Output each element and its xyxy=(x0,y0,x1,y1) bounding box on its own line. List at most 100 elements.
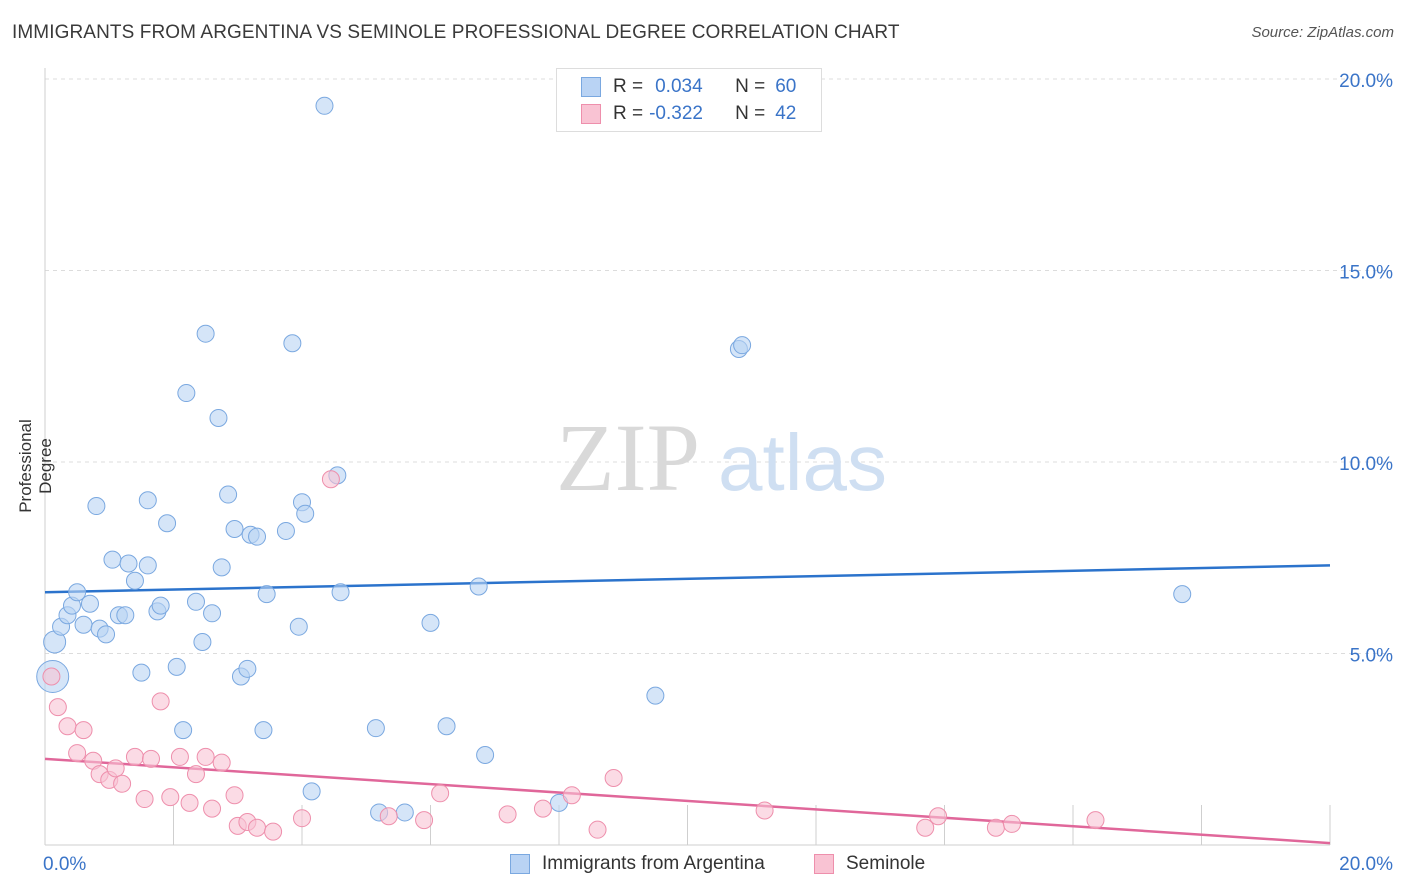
point-seminole xyxy=(135,790,154,809)
legend-swatch-blue xyxy=(581,77,601,97)
legend-n-value-seminole: 42 xyxy=(775,103,797,124)
point-argentina xyxy=(151,596,170,615)
point-seminole xyxy=(431,784,450,803)
y-tick-label: 10.0% xyxy=(1339,454,1393,475)
bottom-legend-argentina: Immigrants from Argentina xyxy=(510,852,765,876)
point-seminole xyxy=(415,811,434,830)
point-argentina xyxy=(238,659,257,678)
point-seminole xyxy=(161,788,180,807)
point-seminole xyxy=(533,799,552,818)
point-seminole xyxy=(58,717,77,736)
point-seminole xyxy=(604,768,623,787)
bottom-legend-label-seminole: Seminole xyxy=(846,853,926,874)
point-argentina xyxy=(87,497,106,516)
point-argentina xyxy=(97,625,116,644)
point-argentina xyxy=(733,336,752,355)
point-seminole xyxy=(212,753,231,772)
point-seminole xyxy=(755,801,774,820)
point-argentina xyxy=(315,96,334,115)
watermark-zip: ZIP xyxy=(556,404,700,511)
point-seminole xyxy=(203,799,222,818)
grid xyxy=(45,78,1392,654)
point-seminole xyxy=(125,747,144,766)
point-argentina xyxy=(138,556,157,575)
point-seminole xyxy=(916,818,935,837)
point-seminole xyxy=(113,774,132,793)
point-argentina xyxy=(257,585,276,604)
point-seminole xyxy=(170,747,189,766)
point-argentina xyxy=(167,657,186,676)
point-seminole xyxy=(196,747,215,766)
point-argentina xyxy=(212,558,231,577)
trendlines xyxy=(44,564,1331,845)
y-tick-label: 15.0% xyxy=(1339,263,1393,284)
point-argentina xyxy=(225,520,244,539)
point-seminole xyxy=(186,765,205,784)
legend-row-argentina: R = 0.034 N = 60 xyxy=(581,75,796,99)
watermark-atlas: atlas xyxy=(718,418,887,507)
point-argentina xyxy=(469,577,488,596)
point-seminole xyxy=(498,805,517,824)
point-argentina xyxy=(395,803,414,822)
legend-r-label: R = xyxy=(613,103,644,124)
point-argentina xyxy=(437,717,456,736)
point-seminole xyxy=(106,759,125,778)
point-argentina xyxy=(80,594,99,613)
point-seminole xyxy=(68,744,87,763)
point-argentina xyxy=(174,721,193,740)
point-seminole xyxy=(225,786,244,805)
point-argentina xyxy=(283,334,302,353)
point-argentina xyxy=(296,504,315,523)
point-argentina xyxy=(289,617,308,636)
point-seminole xyxy=(929,807,948,826)
point-argentina xyxy=(125,571,144,590)
tick-labels: 5.0% 10.0% 15.0% 20.0% 0.0% 20.0% xyxy=(43,71,1393,875)
point-argentina xyxy=(116,606,135,625)
y-tick-label: 20.0% xyxy=(1339,71,1393,92)
watermark: ZIP atlas xyxy=(556,404,887,511)
bottom-legend-label-argentina: Immigrants from Argentina xyxy=(542,853,765,874)
point-seminole xyxy=(264,822,283,841)
point-argentina xyxy=(476,745,495,764)
legend-swatch-pink xyxy=(581,104,601,124)
trendline-seminole xyxy=(44,757,1331,845)
point-seminole xyxy=(379,807,398,826)
point-seminole xyxy=(151,692,170,711)
x-tick-label-min: 0.0% xyxy=(43,854,86,875)
point-seminole xyxy=(1086,811,1105,830)
point-argentina xyxy=(366,719,385,738)
point-argentina xyxy=(254,721,273,740)
point-argentina xyxy=(132,663,151,682)
legend-n-label: N = xyxy=(735,76,766,97)
point-seminole xyxy=(142,749,161,768)
point-argentina xyxy=(138,491,157,510)
point-argentina xyxy=(186,592,205,611)
point-argentina xyxy=(203,604,222,623)
legend-r-value-seminole: -0.322 xyxy=(649,103,703,124)
point-argentina xyxy=(302,782,321,801)
legend-r-label: R = xyxy=(613,76,644,97)
y-tick-label: 5.0% xyxy=(1350,646,1393,667)
stats-legend: R = 0.034 N = 60 R = -0.322 N = 42 xyxy=(556,68,822,132)
chart-title: IMMIGRANTS FROM ARGENTINA VS SEMINOLE PR… xyxy=(12,22,900,43)
point-seminole xyxy=(48,698,67,717)
point-seminole xyxy=(293,809,311,828)
bottom-legend-swatch-blue xyxy=(510,854,530,874)
point-argentina xyxy=(219,485,238,504)
point-seminole xyxy=(986,818,1005,837)
legend-n-value-argentina: 60 xyxy=(775,76,797,97)
point-argentina xyxy=(177,384,196,403)
point-argentina xyxy=(276,521,295,540)
point-seminole xyxy=(562,786,581,805)
point-argentina xyxy=(1173,585,1192,604)
source-label: Source: ZipAtlas.com xyxy=(1251,24,1394,41)
point-seminole xyxy=(42,667,61,686)
point-argentina xyxy=(331,583,350,602)
bottom-legend-seminole: Seminole xyxy=(814,852,925,876)
point-argentina xyxy=(646,686,665,705)
point-argentina xyxy=(158,514,177,533)
point-argentina xyxy=(209,408,228,427)
legend-n-label: N = xyxy=(735,103,766,124)
bottom-legend-swatch-pink xyxy=(814,854,834,874)
